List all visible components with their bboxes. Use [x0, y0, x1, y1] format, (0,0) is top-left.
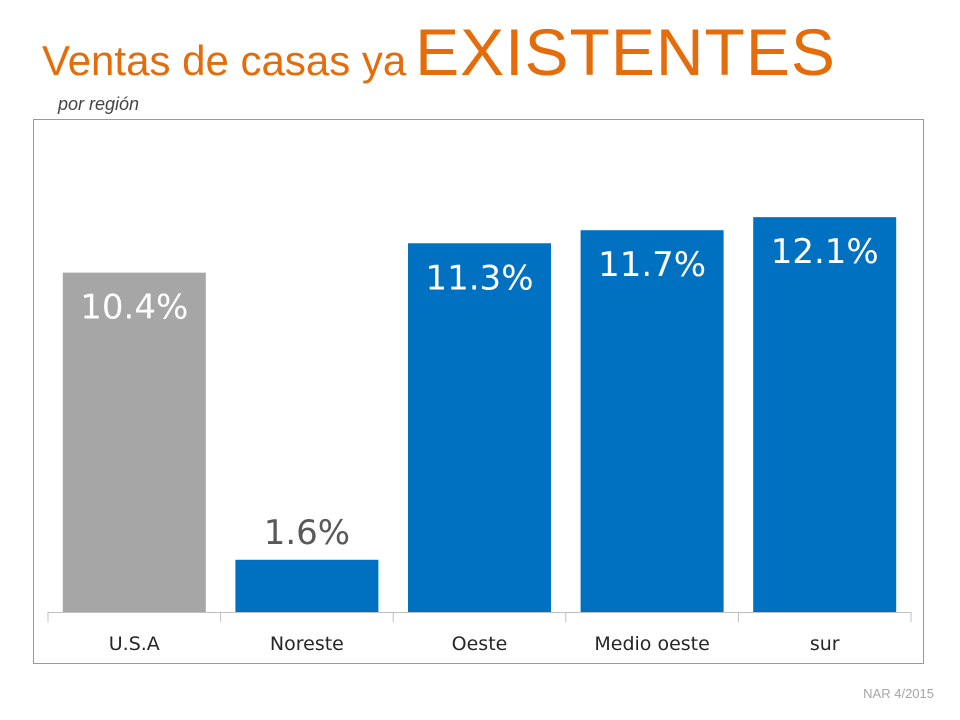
- x-tick-label-2: Oeste: [452, 633, 508, 655]
- bar-3: [580, 230, 724, 613]
- bar-2: [408, 243, 551, 612]
- title-prefix: Ventas de casas ya: [42, 37, 407, 84]
- x-tick-label-3: Medio oeste: [594, 633, 709, 655]
- x-tick-label-1: Noreste: [270, 633, 344, 655]
- bar-1: [235, 559, 379, 612]
- chart-subtitle: por región: [58, 94, 140, 114]
- value-label-4: 12.1%: [771, 232, 879, 272]
- bar-chart: 10.4% 1.6% 11.3% 11.7% 12.1% U.S.A Noreste Oest…: [47, 217, 912, 655]
- chart-frame: 10.4% 1.6% 11.3% 11.7% 12.1% U.S.A Noreste Oest…: [33, 119, 924, 664]
- x-tick-label-0: U.S.A: [109, 633, 160, 655]
- bar-0: [62, 272, 206, 612]
- x-tick-label-4: sur: [810, 633, 840, 655]
- value-label-1: 1.6%: [264, 513, 350, 553]
- title-emphasis: EXISTENTES: [415, 15, 836, 89]
- bar-4: [753, 217, 897, 612]
- value-label-2: 11.3%: [425, 258, 533, 298]
- value-label-0: 10.4%: [80, 288, 188, 328]
- page-title: Ventas de casas ya EXISTENTES: [42, 14, 836, 90]
- source-note: NAR 4/2015: [863, 686, 934, 701]
- value-label-3: 11.7%: [598, 245, 706, 285]
